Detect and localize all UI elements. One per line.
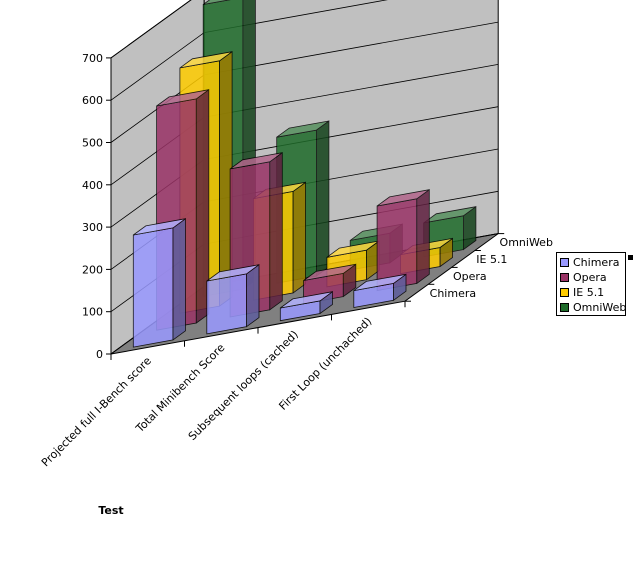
bar-top xyxy=(353,273,407,291)
y-tick-label: 200 xyxy=(82,263,103,276)
legend-item: OmniWeb xyxy=(560,300,627,315)
depth-tick-label: Opera xyxy=(453,270,487,283)
bar-top xyxy=(202,0,231,5)
bar xyxy=(279,290,333,322)
legend-swatch xyxy=(560,303,569,312)
x-tick-label: Projected full I-Bench score xyxy=(39,354,154,469)
bar-top xyxy=(156,89,210,107)
legend-swatch xyxy=(560,273,569,282)
legend-swatch xyxy=(560,258,569,267)
bar-side xyxy=(172,217,186,341)
legend-label: Opera xyxy=(573,271,607,284)
bar-top xyxy=(280,291,333,309)
bar-top xyxy=(303,263,357,281)
bar xyxy=(132,217,186,348)
legend-handle[interactable] xyxy=(628,255,633,260)
gridline xyxy=(110,0,192,59)
bar-top xyxy=(206,264,260,282)
y-tick-label: 400 xyxy=(82,179,103,192)
bar-side xyxy=(292,181,307,294)
chart-bars xyxy=(132,0,477,348)
bar-side xyxy=(269,151,283,311)
y-tick-label: 300 xyxy=(82,221,103,234)
legend-item: Chimera xyxy=(560,255,625,270)
legend-label: Chimera xyxy=(573,256,620,269)
bar-top xyxy=(229,152,283,170)
legend-label: IE 5.1 xyxy=(573,286,605,299)
bar-front xyxy=(132,227,174,348)
bar-side xyxy=(246,263,260,328)
depth-tick-label: OmniWeb xyxy=(500,236,553,249)
y-tick-label: 600 xyxy=(82,94,103,107)
bar-top xyxy=(423,206,477,224)
x-axis-title: Test xyxy=(98,504,123,517)
legend: Chimera Opera IE 5.1 OmniWeb xyxy=(556,252,626,316)
y-tick-label: 100 xyxy=(82,306,103,319)
legend-label: OmniWeb xyxy=(573,301,627,314)
bar-side xyxy=(315,120,330,277)
bar-side xyxy=(416,188,430,285)
bar-front xyxy=(206,273,247,335)
bar xyxy=(353,273,407,308)
bar-top xyxy=(376,189,430,207)
bar xyxy=(206,263,260,335)
legend-swatch xyxy=(560,288,569,297)
bar-top xyxy=(133,218,186,236)
bar xyxy=(376,188,430,292)
x-tick-label: Subsequent loops (cached) xyxy=(186,328,301,443)
y-tick-label: 700 xyxy=(82,52,103,65)
bar-top xyxy=(179,51,233,69)
y-tick-label: 500 xyxy=(82,137,103,150)
y-tick-label: 0 xyxy=(96,348,103,361)
depth-tick-label: Chimera xyxy=(430,287,476,300)
bar-top xyxy=(276,120,330,138)
chart-ticks xyxy=(106,57,505,360)
legend-item: Opera xyxy=(560,270,625,285)
legend-item: IE 5.1 xyxy=(560,285,625,300)
depth-tick-label: IE 5.1 xyxy=(476,253,507,266)
